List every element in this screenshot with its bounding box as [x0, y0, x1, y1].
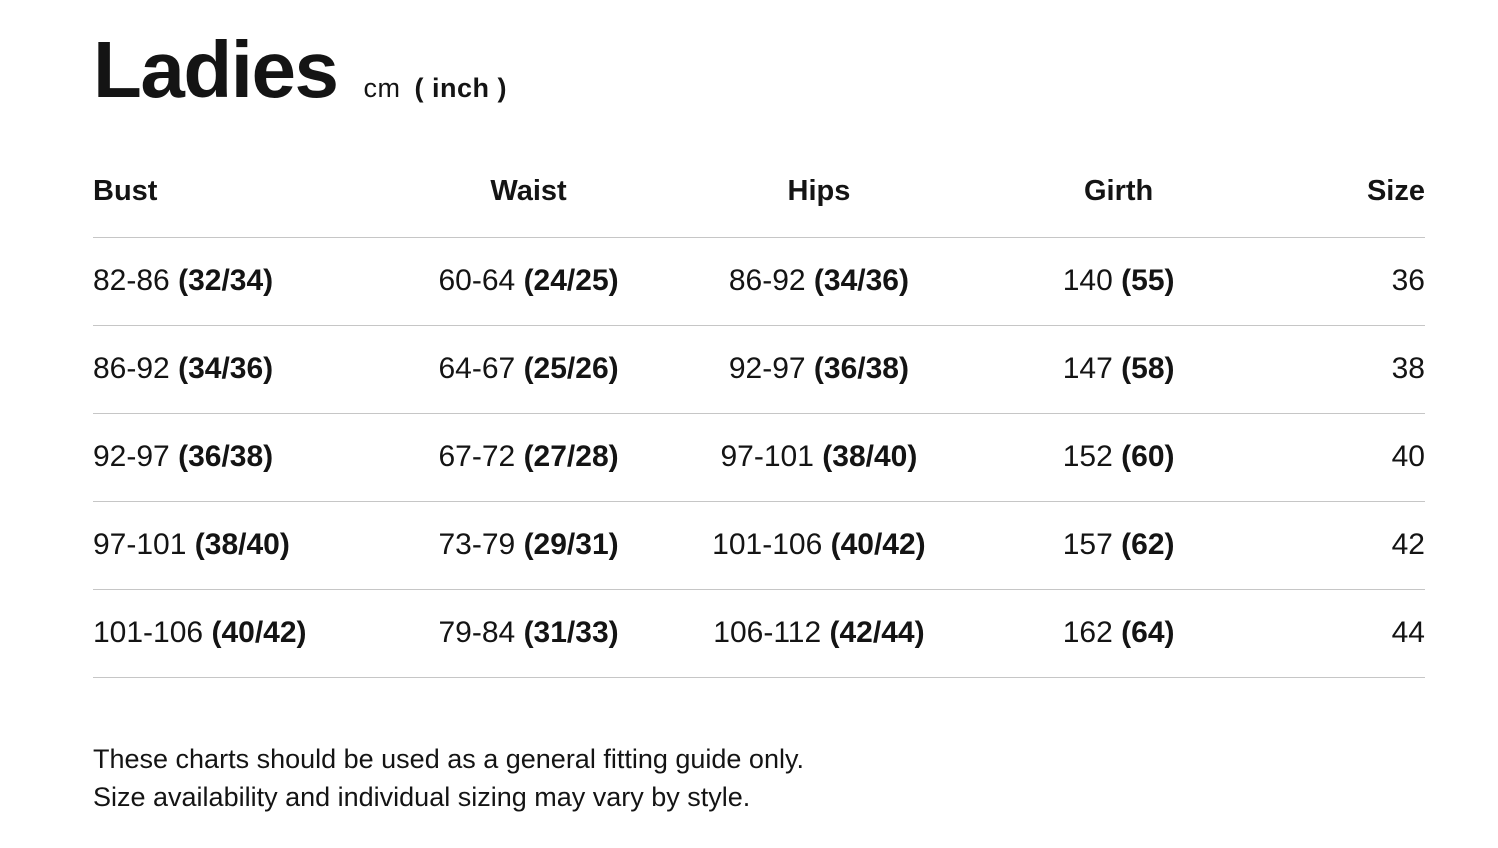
bust-cm-value: 86-92 — [93, 352, 170, 385]
waist-inch-value: (29/31) — [523, 528, 619, 561]
hips-inch-value: (36/38) — [813, 352, 909, 385]
girth-cm-value: 162 — [1062, 616, 1113, 649]
waist-cm-value: 67-72 — [438, 440, 516, 473]
hips-cm-value: 86-92 — [728, 264, 806, 297]
waist-cell: 67-72 (27/28) — [362, 413, 696, 502]
hips-cm-value: 101-106 — [712, 528, 823, 561]
girth-cm-value: 157 — [1062, 528, 1113, 561]
hips-inch-value: (38/40) — [822, 440, 918, 473]
size-guide-page: Ladies cm ( inch ) Bust Waist Hips Girth… — [93, 30, 1425, 816]
hips-cell: 92-97 (36/38) — [695, 325, 943, 414]
bust-inch-value: (32/34) — [178, 264, 274, 297]
girth-inch-value: (55) — [1121, 264, 1175, 297]
bust-cm-value: 82-86 — [93, 264, 170, 297]
girth-cell: 152 (60) — [942, 413, 1295, 502]
size-chart-table: Bust Waist Hips Girth Size 82-86 (32/34)… — [93, 163, 1425, 678]
table-row: 101-106 (40/42) 79-84 (31/33) 106-112 (4… — [93, 589, 1425, 678]
girth-inch-value: (58) — [1121, 352, 1175, 385]
column-header-size: Size — [1294, 163, 1425, 238]
girth-cell: 147 (58) — [942, 325, 1295, 414]
waist-inch-value: (24/25) — [523, 264, 619, 297]
girth-inch-value: (62) — [1121, 528, 1175, 561]
hips-cell: 106-112 (42/44) — [695, 589, 943, 678]
bust-cell: 92-97 (36/38) — [93, 413, 363, 502]
disclaimer-line-2: Size availability and individual sizing … — [93, 781, 751, 812]
waist-cell: 64-67 (25/26) — [362, 325, 696, 414]
hips-cell: 97-101 (38/40) — [695, 413, 943, 502]
bust-inch-value: (38/40) — [194, 528, 290, 561]
waist-inch-value: (27/28) — [523, 440, 619, 473]
units-inch-label: ( inch ) — [414, 73, 507, 103]
bust-inch-value: (40/42) — [211, 616, 307, 649]
page-header: Ladies cm ( inch ) — [93, 30, 1425, 110]
girth-cm-value: 152 — [1062, 440, 1113, 473]
hips-inch-value: (42/44) — [829, 616, 925, 649]
waist-cm-value: 64-67 — [438, 352, 516, 385]
hips-cell: 86-92 (34/36) — [695, 237, 943, 326]
girth-cm-value: 140 — [1062, 264, 1113, 297]
column-header-hips: Hips — [695, 163, 943, 238]
header-row: Bust Waist Hips Girth Size — [93, 163, 1425, 238]
bust-cm-value: 101-106 — [93, 616, 204, 649]
column-header-girth: Girth — [942, 163, 1295, 238]
column-header-waist: Waist — [362, 163, 696, 238]
waist-cell: 79-84 (31/33) — [362, 589, 696, 678]
bust-cm-value: 97-101 — [93, 528, 187, 561]
units-cm-label: cm — [363, 73, 401, 103]
waist-inch-value: (31/33) — [523, 616, 619, 649]
disclaimer-line-1: These charts should be used as a general… — [93, 743, 804, 774]
bust-cell: 86-92 (34/36) — [93, 325, 363, 414]
size-cell: 36 — [1294, 237, 1425, 326]
column-header-bust: Bust — [93, 163, 363, 238]
size-cell: 42 — [1294, 501, 1425, 590]
table-row: 82-86 (32/34) 60-64 (24/25) 86-92 (34/36… — [93, 237, 1425, 326]
table-row: 86-92 (34/36) 64-67 (25/26) 92-97 (36/38… — [93, 325, 1425, 414]
hips-inch-value: (34/36) — [813, 264, 909, 297]
hips-cm-value: 106-112 — [713, 616, 822, 649]
size-cell: 40 — [1294, 413, 1425, 502]
girth-cell: 157 (62) — [942, 501, 1295, 590]
table-row: 92-97 (36/38) 67-72 (27/28) 97-101 (38/4… — [93, 413, 1425, 502]
bust-inch-value: (36/38) — [178, 440, 274, 473]
bust-cell: 101-106 (40/42) — [93, 589, 363, 678]
girth-cm-value: 147 — [1062, 352, 1113, 385]
waist-cell: 73-79 (29/31) — [362, 501, 696, 590]
girth-inch-value: (60) — [1121, 440, 1175, 473]
disclaimer-notes: These charts should be used as a general… — [93, 740, 1425, 816]
units-label: cm ( inch ) — [363, 73, 507, 104]
bust-inch-value: (34/36) — [178, 352, 274, 385]
waist-cm-value: 79-84 — [438, 616, 516, 649]
page-title: Ladies — [93, 25, 339, 114]
hips-inch-value: (40/42) — [830, 528, 926, 561]
girth-cell: 162 (64) — [942, 589, 1295, 678]
size-cell: 38 — [1294, 325, 1425, 414]
hips-cell: 101-106 (40/42) — [695, 501, 943, 590]
waist-cm-value: 60-64 — [438, 264, 516, 297]
bust-cell: 97-101 (38/40) — [93, 501, 363, 590]
waist-cell: 60-64 (24/25) — [362, 237, 696, 326]
waist-inch-value: (25/26) — [523, 352, 619, 385]
waist-cm-value: 73-79 — [438, 528, 516, 561]
girth-cell: 140 (55) — [942, 237, 1295, 326]
girth-inch-value: (64) — [1121, 616, 1175, 649]
hips-cm-value: 92-97 — [728, 352, 806, 385]
hips-cm-value: 97-101 — [720, 440, 814, 473]
table-row: 97-101 (38/40) 73-79 (29/31) 101-106 (40… — [93, 501, 1425, 590]
bust-cm-value: 92-97 — [93, 440, 170, 473]
bust-cell: 82-86 (32/34) — [93, 237, 363, 326]
size-cell: 44 — [1294, 589, 1425, 678]
